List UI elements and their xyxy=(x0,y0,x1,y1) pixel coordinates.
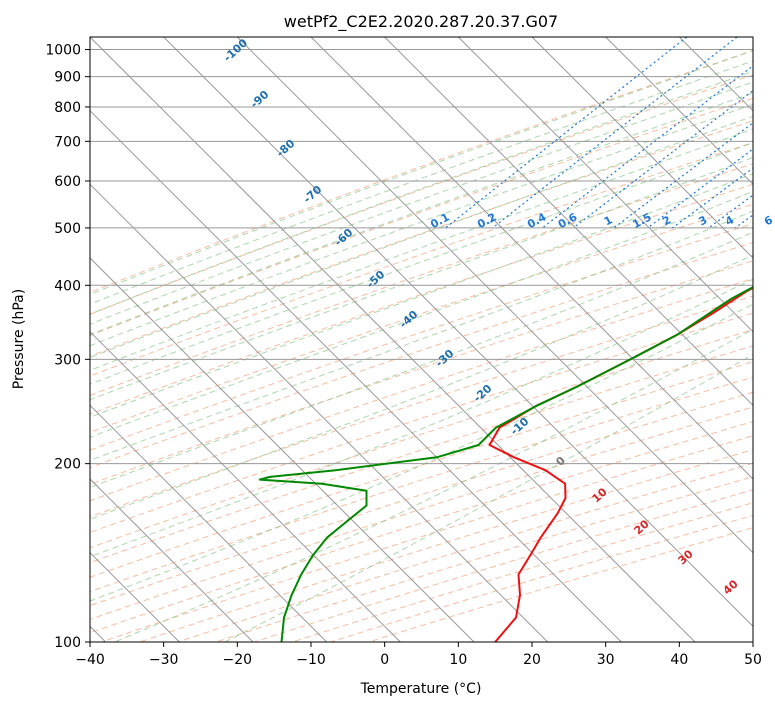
dry-adiabat-line xyxy=(90,391,753,607)
y-tick-label: 800 xyxy=(54,100,81,116)
x-tick-label: −30 xyxy=(149,652,179,668)
y-tick-label: 300 xyxy=(54,352,81,368)
x-tick-label: 0 xyxy=(380,652,389,668)
isotherm-line xyxy=(531,37,753,259)
y-tick-label: 900 xyxy=(54,70,81,86)
isotherm-line xyxy=(163,37,753,628)
dry-adiabat-line xyxy=(90,260,753,485)
y-tick-label: 600 xyxy=(54,174,81,190)
isotherm-line xyxy=(90,330,401,642)
y-axis-label: Pressure (hPa) xyxy=(11,289,27,389)
x-axis-label: Temperature (°C) xyxy=(360,681,482,697)
series-layer xyxy=(258,285,753,642)
mixing-ratio-line xyxy=(445,37,688,229)
dry-adiabat-line xyxy=(90,361,753,578)
isotherm-line xyxy=(236,37,753,554)
moist-adiabat-line xyxy=(90,254,753,520)
moist-adiabat-line xyxy=(90,81,753,325)
dewpoint-profile-line xyxy=(258,285,753,642)
dry-adiabat-line xyxy=(90,278,753,502)
x-axis: −40 −30 −20 −10 0 10 20 30 40 50 xyxy=(75,642,762,668)
moist-adiabat-line xyxy=(90,210,753,461)
mixing-ratio-line xyxy=(492,37,738,229)
moist-adiabat-line xyxy=(90,142,753,385)
moist-adiabat-line xyxy=(90,156,753,401)
isotherm-line xyxy=(90,404,328,642)
isotherm-line xyxy=(90,257,475,642)
dry-adiabat-line xyxy=(90,163,753,396)
isotherm-line xyxy=(605,37,753,186)
chart-title: wetPf2_C2E2.2020.287.20.37.G07 xyxy=(284,12,558,32)
x-tick-label: −10 xyxy=(296,652,326,668)
x-tick-label: 10 xyxy=(449,652,467,668)
isotherm-line xyxy=(310,37,753,480)
x-tick-label: 50 xyxy=(744,652,762,668)
x-tick-label: −20 xyxy=(223,652,253,668)
dry-adiabat-line xyxy=(90,183,753,415)
isotherm-line xyxy=(90,37,696,642)
background-lines xyxy=(90,37,753,642)
y-tick-label: 200 xyxy=(54,457,81,473)
y-axis: 1000 900 800 700 600 500 400 300 200 100 xyxy=(45,43,90,651)
dry-adiabat-line xyxy=(90,97,753,337)
isotherm-line xyxy=(90,183,549,642)
x-tick-label: 20 xyxy=(523,652,541,668)
dry-adiabat-line xyxy=(90,223,753,451)
y-tick-label: 100 xyxy=(54,635,81,651)
dry-adiabat-line xyxy=(90,120,753,357)
moist-adiabat-line xyxy=(90,70,753,315)
isotherm-line xyxy=(384,37,753,407)
dry-adiabat-line xyxy=(90,312,753,533)
isotherm-line xyxy=(90,109,622,642)
isotherm-line xyxy=(90,478,254,642)
y-tick-label: 1000 xyxy=(45,43,81,59)
moist-adiabat-line xyxy=(90,173,753,418)
dry-adiabat-line xyxy=(90,74,753,315)
moist-adiabat-line xyxy=(90,190,753,438)
moist-adiabat-line xyxy=(90,128,753,371)
x-tick-label: −40 xyxy=(75,652,105,668)
isotherm-line xyxy=(457,37,753,333)
y-tick-label: 700 xyxy=(54,134,81,150)
x-tick-label: 30 xyxy=(597,652,615,668)
dry-adiabat-line xyxy=(90,50,753,293)
dry-adiabat-line xyxy=(90,142,753,377)
x-tick-label: 40 xyxy=(670,652,688,668)
y-tick-label: 500 xyxy=(54,221,81,237)
mixing-ratio-line xyxy=(613,122,753,229)
dry-adiabat-line xyxy=(90,329,753,549)
moist-adiabat-line xyxy=(90,115,753,359)
plot-frame xyxy=(89,36,754,643)
y-tick-label: 400 xyxy=(54,278,81,294)
